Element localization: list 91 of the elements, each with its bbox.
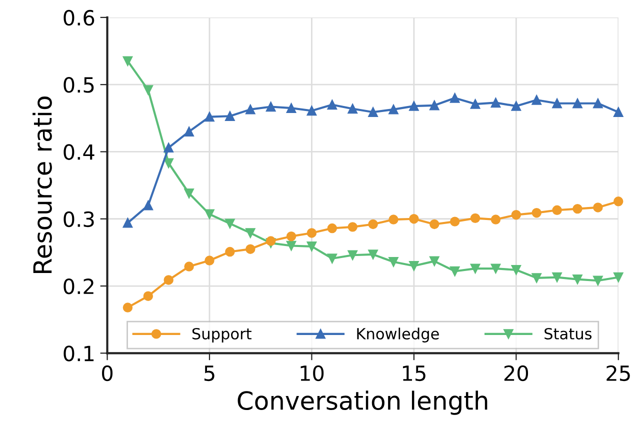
y-axis-title: Resource ratio (32, 96, 52, 273)
point (532, 273, 542, 283)
point (388, 214, 398, 224)
point (490, 214, 501, 224)
point (593, 98, 603, 108)
point (470, 213, 480, 224)
point (286, 103, 296, 113)
point (552, 205, 562, 216)
point (225, 246, 235, 257)
legend-label: Status (544, 328, 592, 340)
point (225, 111, 235, 122)
point (266, 236, 276, 246)
point (286, 240, 296, 251)
point (368, 107, 378, 117)
point (225, 218, 235, 228)
point (593, 202, 603, 212)
point (368, 250, 378, 260)
point (348, 222, 358, 232)
point (409, 101, 419, 111)
point (306, 242, 317, 252)
y-tick-label: 0.6 (64, 10, 94, 26)
point (246, 228, 256, 238)
point (614, 272, 624, 282)
point (532, 208, 542, 218)
point (327, 254, 338, 264)
point (348, 250, 358, 260)
y-tick-label: 0.3 (64, 211, 94, 228)
point (122, 302, 133, 312)
point (368, 219, 378, 230)
point (143, 291, 154, 301)
point (614, 107, 624, 117)
point (164, 275, 174, 285)
point (164, 142, 174, 153)
y-tick-label: 0.1 (64, 346, 94, 362)
point (593, 276, 603, 286)
point (286, 231, 296, 242)
x-tick-label: 25 (606, 365, 630, 382)
point (327, 100, 338, 110)
point (348, 104, 358, 114)
point (327, 223, 338, 234)
point (143, 85, 154, 95)
point (430, 100, 440, 110)
point (143, 200, 154, 210)
point (430, 219, 440, 230)
point (409, 261, 419, 271)
point (490, 98, 501, 108)
point (122, 56, 133, 66)
point (511, 101, 522, 111)
point (572, 204, 582, 214)
y-tick-label: 0.4 (64, 144, 94, 160)
point (490, 264, 501, 274)
point (511, 210, 522, 220)
point (552, 98, 562, 108)
legend-label: Knowledge (357, 328, 439, 342)
x-axis-title: Conversation length (238, 390, 488, 415)
point (246, 244, 256, 254)
x-tick-label: 10 (300, 365, 324, 382)
point (511, 265, 522, 275)
point (450, 266, 460, 276)
point (306, 106, 317, 116)
y-tick-label: 0.5 (64, 77, 94, 93)
x-tick-label: 0 (102, 365, 113, 382)
legend-label: Support (192, 328, 252, 342)
point (552, 272, 562, 282)
point (266, 102, 276, 112)
point (572, 98, 582, 108)
point (450, 216, 460, 226)
y-tick-label: 0.2 (64, 278, 94, 294)
point (184, 126, 194, 136)
point (388, 104, 398, 114)
point (204, 209, 214, 220)
point (306, 228, 317, 238)
point (450, 93, 460, 103)
point (470, 99, 480, 109)
point (122, 218, 133, 228)
point (409, 214, 419, 224)
point (204, 112, 214, 122)
point (572, 274, 582, 284)
point (184, 262, 194, 272)
x-tick-label: 15 (402, 366, 426, 382)
point (204, 256, 214, 266)
point (246, 104, 256, 114)
point (470, 264, 480, 274)
x-tick-label: 20 (504, 365, 528, 382)
point (388, 256, 398, 267)
point (532, 95, 542, 105)
x-tick-label: 5 (204, 366, 214, 382)
point (430, 256, 440, 266)
point (184, 188, 194, 198)
point (164, 158, 174, 168)
point (614, 196, 624, 206)
